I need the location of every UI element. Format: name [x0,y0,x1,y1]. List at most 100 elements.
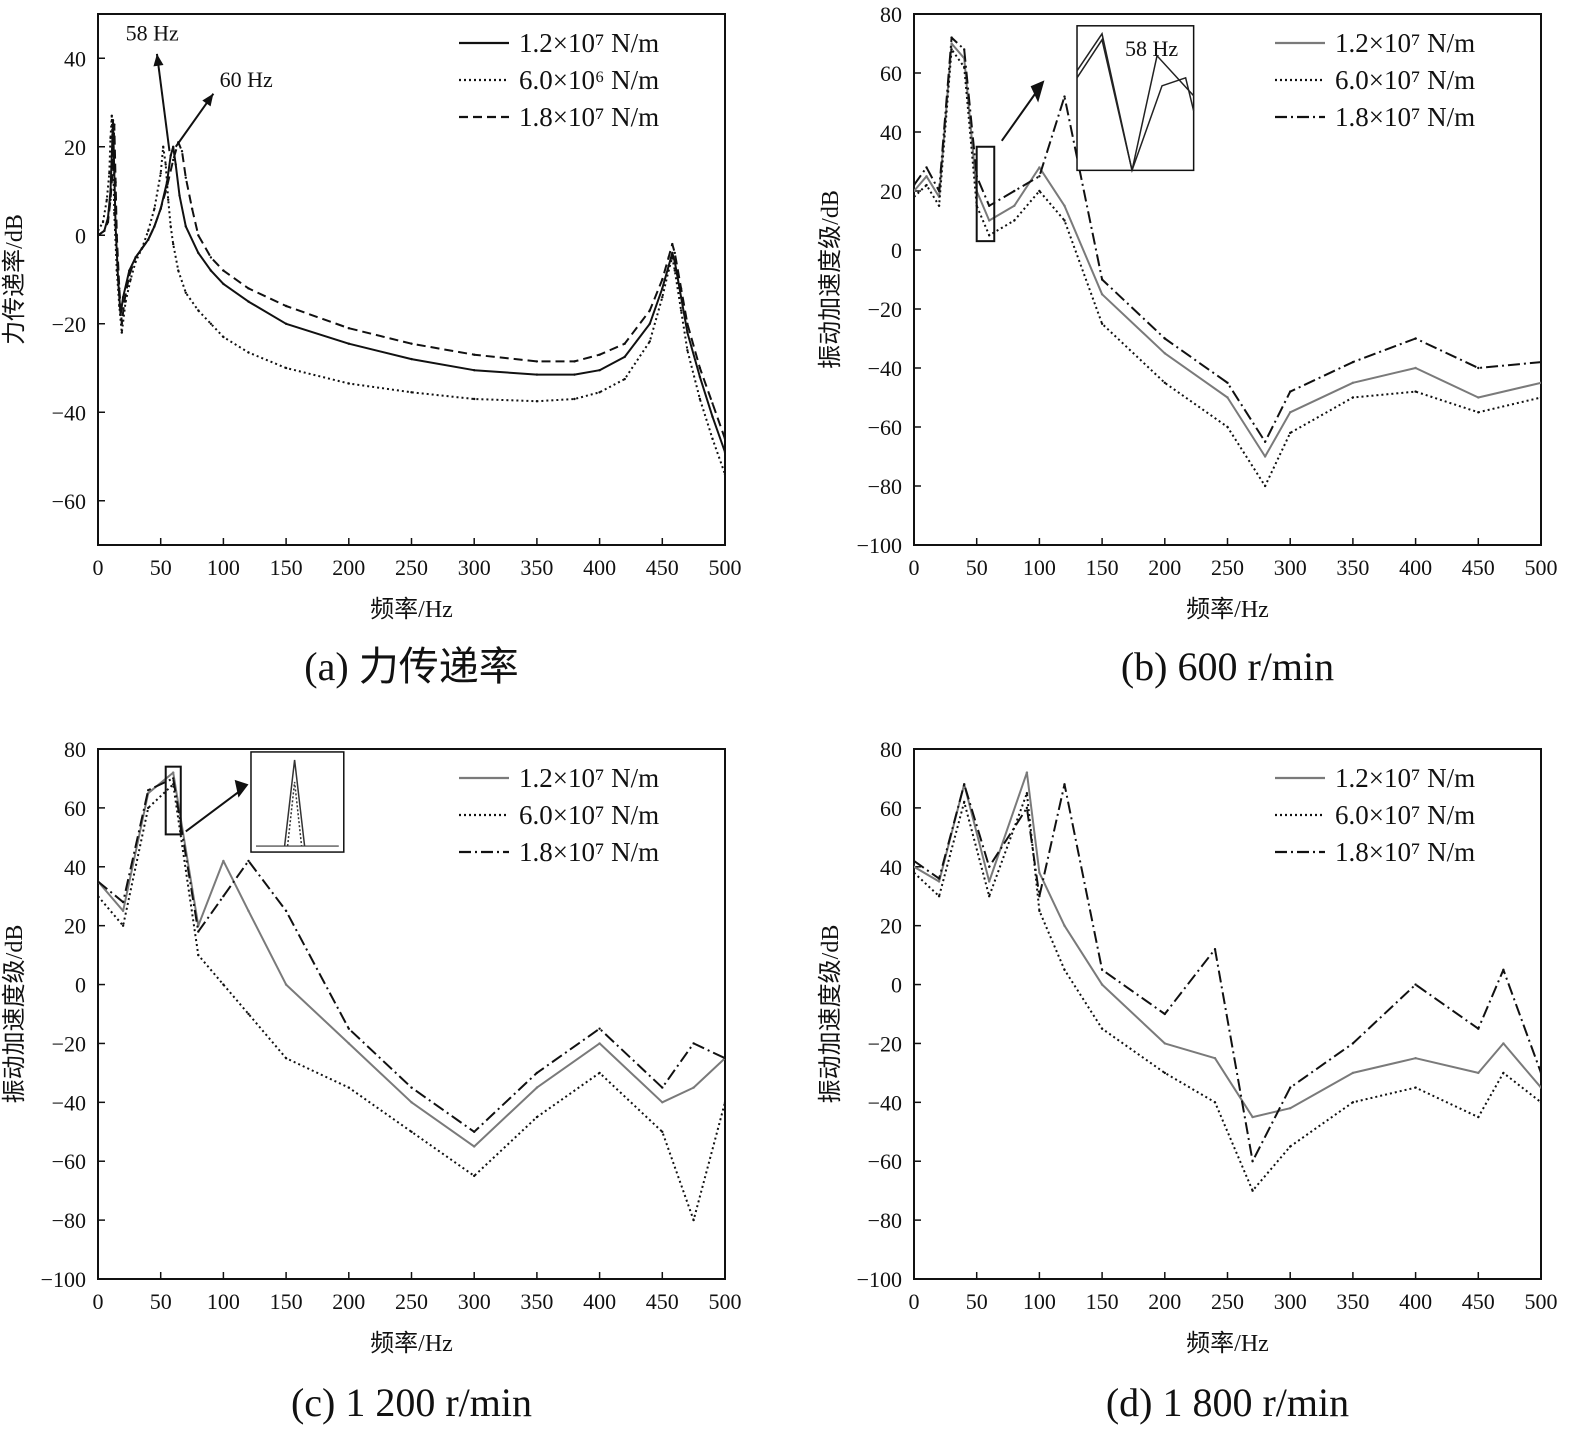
series-1-point [598,1042,601,1045]
series-line-1 [98,119,725,453]
series-3-point [165,185,169,188]
series-2-point [598,1071,601,1075]
y-tick-label: −20 [52,1031,86,1056]
y-axis-label: 力传递率/dB [1,214,28,345]
panel-caption: (c) 1 200 r/min [291,1380,532,1425]
inset-line [1076,37,1195,174]
series-1-point [1502,1042,1505,1045]
x-tick-label: 200 [332,1289,365,1314]
series-1-point [172,145,175,148]
series-2-point [1414,390,1417,393]
series-3-point [284,909,288,913]
series-1-point [1289,1107,1292,1110]
y-tick-label: −20 [868,1031,902,1056]
series-1-point [1038,871,1041,874]
series-2-point [172,242,175,246]
series-3-point [284,304,288,308]
series-1-point [914,865,916,868]
series-group [98,114,725,476]
y-tick-label: 80 [880,737,902,762]
series-1-point [1263,455,1267,458]
series-2-point [914,195,916,199]
series-1-point [121,296,125,299]
series-1-point [623,355,626,359]
series-2-point [247,1012,250,1016]
x-tick-label: 350 [1336,1289,1369,1314]
series-2-point [1100,322,1104,325]
series-3-point [190,207,194,210]
x-tick-label: 150 [1086,1289,1119,1314]
series-1-point [686,331,689,334]
series-2-point [473,397,476,401]
legend-label: 6.0×10⁶ N/m [519,65,659,95]
series-1-point [347,342,350,345]
series-2-point [120,331,124,334]
x-tick-label: 400 [1399,555,1432,580]
series-2-point [197,953,200,957]
y-axis-label: 振动加速度级/dB [1,925,28,1104]
y-tick-label: −100 [41,1267,86,1292]
series-3-point [988,204,991,207]
y-tick-label: −80 [868,1208,902,1233]
annotation-58hz: 58 Hz [126,21,179,46]
series-2-point [109,136,112,140]
series-2-point [153,207,156,210]
series-1-point [1539,1086,1541,1089]
legend-label: 1.8×10⁷ N/m [1335,102,1475,132]
series-2-point [1038,909,1041,913]
series-2-point [723,473,725,476]
series-3-point [1100,968,1104,971]
y-tick-label: −80 [52,1208,86,1233]
y-tick-label: −40 [52,1090,86,1115]
series-2-point [711,437,714,440]
x-tick-label: 50 [150,1289,172,1314]
series-2-point [1351,1101,1355,1104]
series-3-point [1414,337,1417,340]
series-3-point [1163,337,1167,340]
series-group [914,36,1541,488]
y-tick-label: −60 [868,415,902,440]
x-tick-label: 500 [709,1289,742,1314]
series-3-point [950,36,953,39]
series-3-point [106,220,110,224]
series-2-point [169,225,172,228]
series-3-point [598,1027,601,1030]
zoom-arrowhead [1030,80,1045,103]
x-tick-label: 0 [909,555,920,580]
y-tick-label: −60 [868,1149,902,1174]
x-tick-label: 0 [93,555,104,580]
series-1-point [1038,166,1041,169]
x-tick-label: 400 [1399,1289,1432,1314]
x-tick-label: 300 [458,1289,491,1314]
y-tick-label: 40 [880,855,902,880]
y-tick-label: 80 [64,737,86,762]
legend-label: 1.2×10⁷ N/m [519,28,659,58]
series-3-point [667,256,670,259]
series-1-point [209,269,213,272]
series-3-point [123,300,126,303]
x-tick-label: 450 [646,1289,679,1314]
series-2-point [1163,381,1167,384]
series-1-point [598,369,601,372]
series-3-point [686,322,689,325]
series-3-point [963,783,966,786]
series-3-point [128,273,131,277]
series-2-point [535,1115,539,1119]
series-3-point [1502,968,1505,971]
series-2-point [1163,1071,1167,1075]
x-tick-label: 350 [520,1289,553,1314]
series-2-point [535,400,539,403]
x-tick-label: 300 [458,555,491,580]
series-3-point [1539,360,1541,364]
panel-caption: (d) 1 800 r/min [1106,1380,1349,1425]
series-3-point [661,1086,664,1089]
series-3-point [963,48,966,51]
series-1-point [1414,366,1417,370]
series-2-point [147,806,150,810]
series-1-point [535,373,539,376]
x-tick-label: 250 [395,555,428,580]
series-3-point [98,234,100,237]
series-3-point [535,1071,539,1075]
y-tick-label: 0 [891,973,902,998]
